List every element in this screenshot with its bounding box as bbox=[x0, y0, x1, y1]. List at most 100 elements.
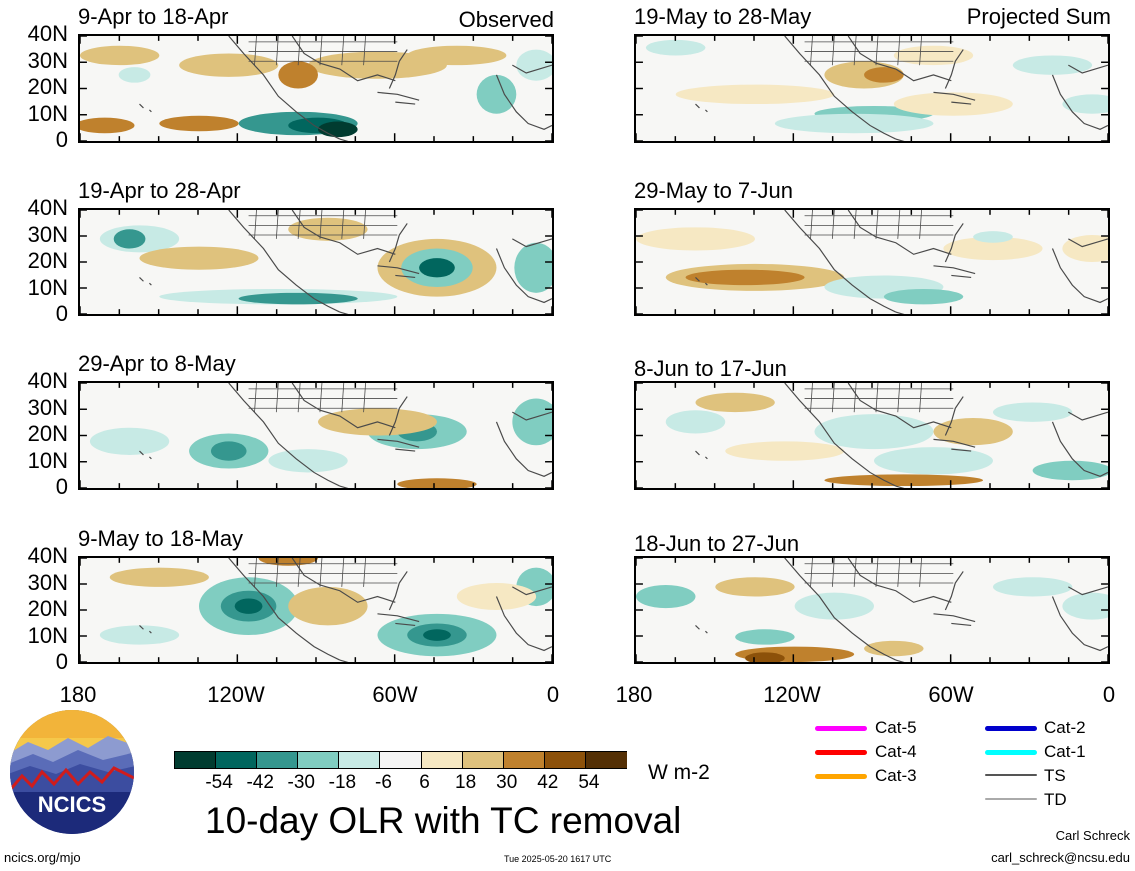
olr-map bbox=[636, 558, 1108, 662]
map-panel-1 bbox=[78, 34, 554, 143]
x-tick-left-60w: 60W bbox=[372, 682, 418, 707]
olr-anomaly-shape bbox=[893, 45, 974, 66]
olr-anomaly-shape bbox=[80, 117, 135, 134]
colorbar-label: 6 bbox=[419, 772, 430, 793]
olr-anomaly-shape bbox=[665, 410, 726, 434]
olr-map bbox=[636, 36, 1108, 141]
footer-timestamp: Tue 2025-05-20 1617 UTC bbox=[504, 854, 612, 864]
axis-ticks bbox=[636, 383, 1108, 488]
legend-label-cat-2: Cat-2 bbox=[1044, 718, 1086, 737]
olr-anomaly-shape bbox=[873, 447, 993, 475]
olr-anomaly-shape bbox=[258, 558, 318, 566]
olr-anomaly-shape bbox=[113, 229, 146, 249]
olr-anomaly-shape bbox=[234, 598, 263, 614]
x-tick-left-120w: 120W bbox=[207, 682, 265, 707]
olr-anomaly-shape bbox=[419, 258, 455, 278]
olr-anomaly-shape bbox=[645, 39, 706, 56]
legend-line-td bbox=[985, 798, 1037, 800]
map-panel-4 bbox=[78, 556, 554, 664]
x-tick-right-180: 180 bbox=[615, 682, 653, 707]
olr-anomaly-shape bbox=[943, 236, 1043, 261]
y-tick-label: 40N bbox=[27, 368, 68, 393]
colorbar-swatch bbox=[584, 751, 627, 769]
panel-label-7: 8-Jun to 17-Jun bbox=[634, 356, 787, 381]
olr-anomaly-shape bbox=[516, 49, 552, 81]
olr-anomaly-shape bbox=[725, 441, 845, 461]
olr-anomaly-shape bbox=[883, 288, 964, 305]
olr-anomaly-shape bbox=[80, 45, 160, 66]
olr-anomaly-shape bbox=[864, 67, 904, 83]
olr-map bbox=[80, 558, 552, 662]
colorbar-label: 18 bbox=[455, 772, 477, 793]
y-tick-label: 10N bbox=[27, 100, 68, 126]
olr-anomaly-shape bbox=[973, 231, 1013, 243]
olr-anomaly-shape bbox=[636, 584, 696, 609]
colorbar-swatch bbox=[379, 751, 422, 769]
colorbar-label: 42 bbox=[537, 772, 559, 793]
olr-anomaly-shape bbox=[1012, 55, 1093, 75]
panel-label-3: 29-Apr to 8-May bbox=[78, 351, 236, 376]
coastline-overlay bbox=[695, 558, 1108, 662]
olr-anomaly-shape bbox=[109, 567, 209, 587]
legend-line-cat-1 bbox=[985, 750, 1037, 755]
olr-anomaly-shape bbox=[179, 53, 279, 77]
colorbar-swatch bbox=[502, 751, 545, 769]
coastline-overlay bbox=[139, 36, 552, 141]
y-tick-label: 10N bbox=[27, 447, 68, 473]
y-tick-label: 10N bbox=[27, 274, 68, 300]
y-tick-label: 40N bbox=[27, 21, 68, 46]
legend-label-cat-4: Cat-4 bbox=[875, 742, 917, 761]
y-tick-label: 0 bbox=[55, 127, 68, 152]
olr-anomaly-shape bbox=[514, 242, 552, 293]
olr-anomaly-shape bbox=[159, 115, 239, 132]
x-tick-left-180: 180 bbox=[59, 682, 97, 707]
footer-author: Carl Schreck bbox=[1055, 828, 1130, 843]
olr-anomaly-shape bbox=[118, 67, 151, 83]
colorbar-swatch bbox=[297, 751, 340, 769]
colorbar-swatch bbox=[461, 751, 504, 769]
coastline-overlay bbox=[139, 383, 552, 488]
olr-anomaly-shape bbox=[864, 640, 924, 657]
coastline-overlay bbox=[695, 210, 1108, 314]
olr-anomaly-shape bbox=[268, 449, 348, 473]
x-tick-left-0: 0 bbox=[546, 682, 560, 707]
colorbar-swatch bbox=[338, 751, 381, 769]
y-tick-label: 10N bbox=[27, 622, 68, 648]
y-tick-label: 20N bbox=[27, 596, 68, 621]
ncics-logo: NCICS bbox=[8, 708, 136, 836]
axis-ticks bbox=[80, 558, 552, 662]
olr-anomaly-shape bbox=[512, 398, 552, 446]
olr-anomaly-shape bbox=[1062, 94, 1108, 114]
legend-label-td: TD bbox=[1044, 790, 1067, 809]
olr-anomaly-shape bbox=[99, 625, 180, 645]
olr-anomaly-shape bbox=[423, 629, 451, 641]
colorbar-swatch bbox=[256, 751, 299, 769]
legend-line-cat-4 bbox=[815, 750, 867, 755]
olr-anomaly-shape bbox=[933, 418, 1013, 446]
olr-anomaly-shape bbox=[814, 414, 934, 450]
y-tick-label: 0 bbox=[55, 301, 68, 326]
colorbar-label: -30 bbox=[287, 772, 315, 793]
olr-anomaly-shape bbox=[238, 292, 358, 305]
panel-corner-projected: Projected Sum bbox=[966, 4, 1111, 29]
ncics-logo-text: NCICS bbox=[38, 792, 106, 817]
panel-label-2: 19-Apr to 28-Apr bbox=[78, 178, 241, 203]
olr-anomaly-shape bbox=[715, 577, 795, 597]
footer-url: ncics.org/mjo bbox=[4, 850, 81, 865]
olr-anomaly-shape bbox=[278, 61, 318, 89]
olr-anomaly-shape bbox=[210, 441, 247, 461]
olr-anomaly-shape bbox=[992, 577, 1073, 597]
olr-anomaly-shape bbox=[774, 113, 934, 134]
colorbar-swatch bbox=[420, 751, 463, 769]
olr-map bbox=[636, 383, 1108, 488]
colorbar-label: -6 bbox=[375, 772, 392, 793]
axis-ticks bbox=[80, 210, 552, 314]
y-tick-label: 30N bbox=[27, 394, 68, 420]
y-tick-label: 20N bbox=[27, 421, 68, 446]
x-tick-right-0: 0 bbox=[1102, 682, 1116, 707]
colorbar-label: -18 bbox=[328, 772, 357, 793]
olr-anomaly-shape bbox=[476, 74, 517, 114]
olr-anomaly-shape bbox=[317, 121, 358, 138]
olr-anomaly-shape bbox=[695, 392, 775, 413]
coastline-overlay bbox=[695, 36, 1108, 141]
